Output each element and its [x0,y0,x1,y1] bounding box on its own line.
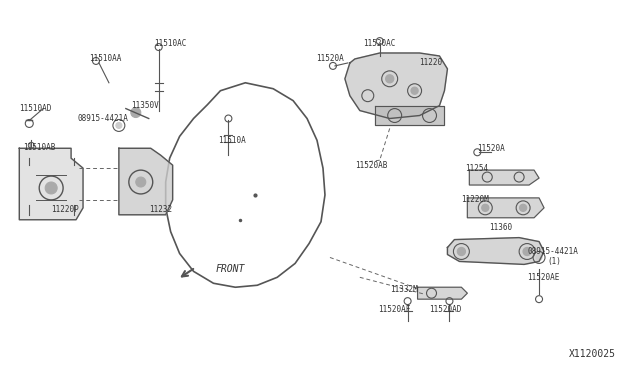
Circle shape [482,204,489,211]
Text: 08915-4421A: 08915-4421A [527,247,578,256]
Text: 11510AD: 11510AD [19,104,52,113]
Text: 11510AC: 11510AC [154,39,186,48]
Text: 11520AF: 11520AF [378,305,410,314]
Text: 11350V: 11350V [131,101,159,110]
Text: 11510AA: 11510AA [89,54,122,64]
Text: 11520AB: 11520AB [355,161,387,170]
Text: FRONT: FRONT [216,264,245,275]
Text: 11510A: 11510A [218,136,246,145]
Circle shape [520,204,527,211]
Text: 11520A: 11520A [316,54,344,64]
Circle shape [131,108,141,118]
Text: 11220M: 11220M [461,195,489,204]
Text: 11232: 11232 [148,205,172,214]
Polygon shape [469,170,539,185]
Text: 11220: 11220 [420,58,443,67]
Polygon shape [467,198,544,218]
Polygon shape [19,148,83,220]
Circle shape [116,122,122,128]
Text: 11220P: 11220P [51,205,79,214]
Circle shape [458,247,465,256]
Text: 11510AB: 11510AB [23,143,56,152]
Polygon shape [119,148,173,215]
Text: 11332M: 11332M [390,285,417,294]
Text: 11520AC: 11520AC [363,39,395,48]
Circle shape [411,87,418,94]
Text: 11254: 11254 [465,164,488,173]
Circle shape [136,177,146,187]
Circle shape [523,247,531,256]
Circle shape [45,182,57,194]
Polygon shape [447,238,544,264]
Text: (1): (1) [547,257,561,266]
Polygon shape [375,106,444,125]
Circle shape [536,254,542,260]
Text: 11520A: 11520A [477,144,505,153]
Text: X1120025: X1120025 [569,349,616,359]
Text: 11360: 11360 [489,223,513,232]
Text: 11520AD: 11520AD [429,305,462,314]
Text: 11520AE: 11520AE [527,273,559,282]
Text: 08915-4421A: 08915-4421A [77,114,128,123]
Polygon shape [345,53,447,119]
Polygon shape [417,287,467,299]
Circle shape [386,75,394,83]
